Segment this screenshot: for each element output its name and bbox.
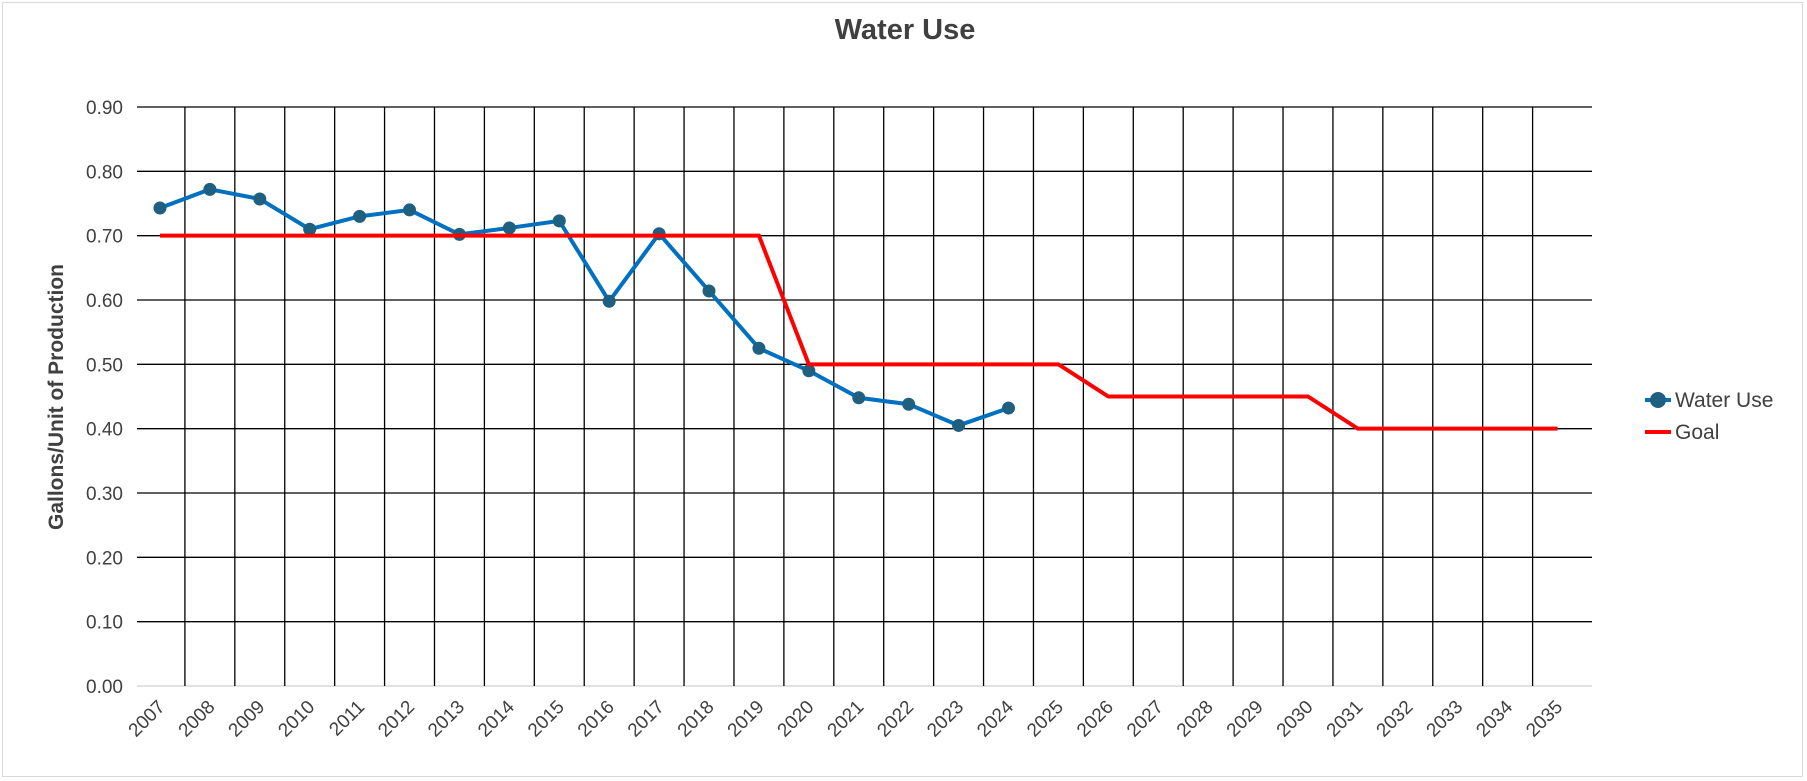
x-tick-label: 2010 [274, 697, 319, 742]
series-layer [153, 182, 1558, 432]
water-use-data-point [902, 397, 916, 411]
x-tick-label: 2019 [724, 697, 769, 742]
x-tick-label: 2014 [474, 696, 519, 741]
x-tick-label: 2020 [774, 697, 819, 742]
water-use-data-point [602, 294, 616, 308]
x-tick-label: 2028 [1173, 697, 1218, 742]
y-tick-label: 0.10 [86, 613, 123, 634]
legend: Water Use Goal [1645, 389, 1773, 444]
water-use-data-point [852, 391, 866, 405]
water-use-series-line [159, 187, 1010, 428]
x-tick-label: 2029 [1223, 697, 1268, 742]
y-tick-label: 0.80 [86, 162, 123, 183]
x-tick-label: 2031 [1323, 697, 1368, 742]
x-tick-label: 2008 [175, 697, 220, 742]
y-tick-label: 0.90 [86, 98, 123, 119]
x-tick-label: 2007 [125, 697, 170, 742]
x-tick-label: 2011 [325, 697, 369, 741]
x-tick-label: 2026 [1073, 697, 1118, 742]
x-tick-label: 2013 [424, 697, 469, 742]
x-tick-label: 2015 [524, 697, 569, 742]
water-use-data-point [353, 209, 367, 223]
goal-legend-label: Goal [1675, 421, 1719, 444]
y-tick-label: 0.20 [86, 548, 123, 569]
water-use-data-point [802, 364, 816, 378]
water-use-data-point [203, 182, 217, 196]
water-use-data-point [153, 201, 167, 215]
y-tick-label: 0.60 [86, 291, 123, 312]
y-tick-label: 0.00 [86, 677, 123, 698]
x-tick-label: 2018 [674, 697, 719, 742]
chart-svg: Water Use Gallons/Unit of Production 0.0… [45, 14, 1773, 741]
x-tick-label: 2027 [1123, 697, 1168, 742]
water-use-legend-marker [1650, 392, 1666, 408]
water-use-data-point [303, 222, 317, 236]
x-tick-label: 2009 [225, 697, 270, 742]
water-use-data-point [502, 221, 516, 235]
water-use-data-point [1001, 401, 1015, 415]
x-tick-label: 2023 [923, 697, 968, 742]
y-tick-label: 0.30 [86, 484, 123, 505]
x-tick-label: 2035 [1522, 697, 1567, 742]
x-tick-label: 2034 [1472, 696, 1517, 741]
x-tick-label: 2012 [374, 697, 419, 742]
y-axis-label: Gallons/Unit of Production [45, 264, 68, 530]
water-use-data-point [403, 203, 417, 217]
x-tick-label: 2033 [1423, 697, 1468, 742]
y-tick-label: 0.70 [86, 227, 123, 248]
x-tick-label: 2024 [973, 696, 1018, 741]
x-tick-label: 2021 [824, 697, 869, 742]
water-use-data-point [702, 284, 716, 298]
water-use-data-point [752, 341, 766, 355]
y-tick-label: 0.50 [86, 355, 123, 376]
x-tick-label: 2022 [873, 697, 918, 742]
x-tick-label: 2025 [1023, 697, 1068, 742]
x-axis-ticks: 2007 2008 2009 2010 2011 2012 2013 2014 2015 2016… [125, 696, 1567, 741]
x-tick-label: 2032 [1373, 697, 1418, 742]
chart-title: Water Use [835, 14, 976, 46]
water-use-data-point [952, 418, 966, 432]
y-axis-ticks: 0.00 0.10 0.20 0.30 0.40 0.50 0.60 0.70 0.80 0.90 [86, 98, 123, 698]
y-tick-label: 0.40 [86, 420, 123, 441]
water-use-data-point [552, 214, 566, 228]
water-use-data-point [253, 192, 267, 206]
grid-layer [137, 106, 1592, 687]
x-tick-label: 2016 [574, 697, 619, 742]
water-use-legend-label: Water Use [1675, 389, 1773, 412]
goal-series-line [159, 233, 1558, 431]
x-tick-label: 2017 [624, 697, 669, 742]
x-tick-label: 2030 [1273, 697, 1318, 742]
